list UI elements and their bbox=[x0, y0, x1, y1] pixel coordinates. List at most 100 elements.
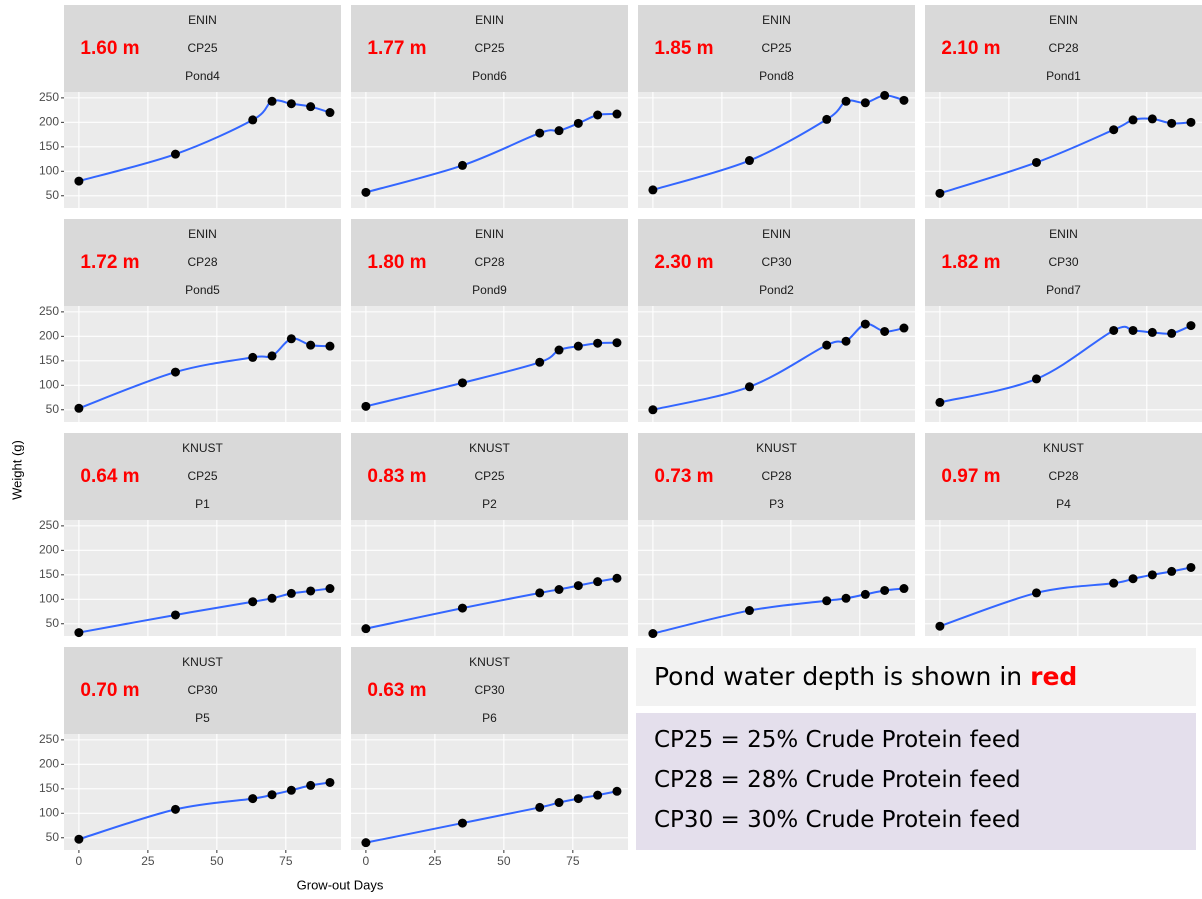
point bbox=[593, 790, 603, 800]
y-tick-label: 200 bbox=[39, 115, 59, 129]
point bbox=[248, 597, 258, 607]
strip-feed: CP28 bbox=[1048, 469, 1078, 483]
point bbox=[306, 102, 316, 112]
depth-label: 0.83 m bbox=[367, 466, 426, 487]
point bbox=[457, 603, 467, 613]
point bbox=[554, 126, 564, 136]
strip-feed: CP30 bbox=[761, 255, 791, 269]
depth-label: 1.80 m bbox=[367, 252, 426, 273]
point bbox=[325, 584, 335, 594]
depth-label: 1.60 m bbox=[80, 38, 139, 59]
point bbox=[822, 114, 832, 124]
point bbox=[935, 188, 945, 198]
point bbox=[935, 397, 945, 407]
point bbox=[899, 323, 909, 333]
point bbox=[1186, 321, 1196, 331]
point bbox=[1128, 325, 1138, 335]
point bbox=[593, 338, 603, 348]
y-tick-label: 150 bbox=[39, 781, 59, 795]
feed-note: CP28 = 28% Crude Protein feed bbox=[654, 767, 1021, 793]
point bbox=[74, 834, 84, 844]
point bbox=[535, 357, 545, 367]
point bbox=[573, 794, 583, 804]
point bbox=[535, 802, 545, 812]
feed-note: CP25 = 25% Crude Protein feed bbox=[654, 727, 1021, 753]
depth-note-line: Pond water depth is shown in red bbox=[654, 662, 1077, 691]
strip bbox=[925, 5, 1202, 92]
depth-label: 0.63 m bbox=[367, 680, 426, 701]
y-tick-label: 100 bbox=[39, 377, 59, 391]
strip-site: ENIN bbox=[475, 13, 504, 27]
strip-feed: CP28 bbox=[474, 255, 504, 269]
point bbox=[457, 378, 467, 388]
strip-feed: CP28 bbox=[187, 255, 217, 269]
x-tick-label: 0 bbox=[76, 854, 83, 868]
point bbox=[593, 577, 603, 587]
point bbox=[554, 798, 564, 808]
point bbox=[648, 405, 658, 415]
strip-site: ENIN bbox=[1049, 13, 1078, 27]
plot-panel bbox=[64, 520, 341, 636]
strip-feed: CP25 bbox=[187, 469, 217, 483]
point bbox=[535, 128, 545, 138]
x-tick-label: 25 bbox=[141, 854, 155, 868]
y-tick-label: 50 bbox=[46, 188, 60, 202]
point bbox=[1147, 570, 1157, 580]
strip-feed: CP25 bbox=[761, 41, 791, 55]
plot-panel bbox=[351, 92, 628, 208]
point bbox=[286, 99, 296, 109]
point bbox=[361, 187, 371, 197]
point bbox=[457, 160, 467, 170]
x-tick-label: 50 bbox=[210, 854, 224, 868]
depth-label: 1.72 m bbox=[80, 252, 139, 273]
point bbox=[74, 176, 84, 186]
point bbox=[880, 585, 890, 595]
feed-note: CP30 = 30% Crude Protein feed bbox=[654, 807, 1021, 833]
point bbox=[554, 585, 564, 595]
strip-feed: CP30 bbox=[474, 683, 504, 697]
point bbox=[286, 588, 296, 598]
strip-site: ENIN bbox=[475, 227, 504, 241]
strip-site: ENIN bbox=[762, 227, 791, 241]
point bbox=[899, 584, 909, 594]
y-tick-label: 200 bbox=[39, 543, 59, 557]
point bbox=[841, 336, 851, 346]
point bbox=[1186, 117, 1196, 127]
depth-note-text: Pond water depth is shown in bbox=[654, 662, 1023, 691]
point bbox=[267, 593, 277, 603]
point bbox=[648, 629, 658, 639]
point bbox=[1167, 566, 1177, 576]
point bbox=[267, 96, 277, 106]
point bbox=[286, 334, 296, 344]
y-axis-title: Weight (g) bbox=[9, 440, 24, 500]
strip-pond: Pond2 bbox=[759, 283, 794, 297]
strip-feed: CP30 bbox=[1048, 255, 1078, 269]
plot-panel bbox=[925, 92, 1202, 208]
point bbox=[573, 341, 583, 351]
point bbox=[554, 345, 564, 355]
point bbox=[1186, 562, 1196, 572]
strip-site: ENIN bbox=[188, 13, 217, 27]
point bbox=[1167, 328, 1177, 338]
y-tick-label: 100 bbox=[39, 805, 59, 819]
strip bbox=[638, 5, 915, 92]
strip-pond: P5 bbox=[195, 711, 210, 725]
point bbox=[744, 606, 754, 616]
point bbox=[325, 108, 335, 118]
plot-panel bbox=[64, 734, 341, 850]
point bbox=[361, 624, 371, 634]
x-tick-label: 75 bbox=[279, 854, 293, 868]
point bbox=[648, 185, 658, 195]
point bbox=[612, 573, 622, 583]
strip-site: KNUST bbox=[469, 655, 510, 669]
strip-pond: Pond4 bbox=[185, 69, 220, 83]
plot-panel bbox=[351, 520, 628, 636]
strip-feed: CP25 bbox=[187, 41, 217, 55]
strip-feed: CP28 bbox=[1048, 41, 1078, 55]
strip bbox=[64, 219, 341, 306]
depth-label: 2.10 m bbox=[941, 38, 1000, 59]
strip-pond: Pond9 bbox=[472, 283, 507, 297]
y-tick-label: 250 bbox=[39, 90, 59, 104]
